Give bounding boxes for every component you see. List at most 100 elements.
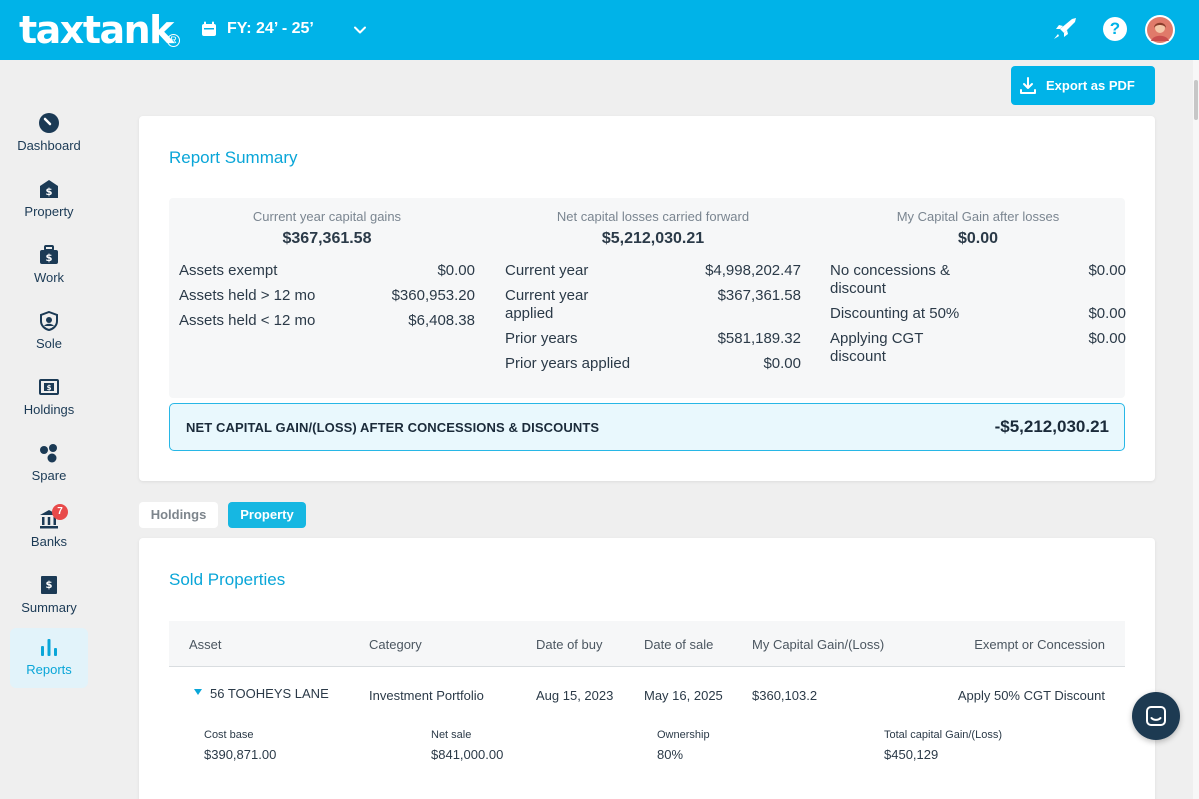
summary-column-net-losses: Net capital losses carried forward $5,21…: [505, 198, 801, 372]
export-label: Export as PDF: [1046, 78, 1135, 93]
fy-label: FY: 24’ - 25’: [227, 20, 314, 37]
row-value: $6,408.38: [408, 312, 475, 329]
sidebar-item-label: Work: [33, 270, 65, 285]
sold-properties-title: Sold Properties: [169, 570, 286, 589]
sidebar-item-label: Dashboard: [17, 138, 81, 153]
net-capital-gain-box: NET CAPITAL GAIN/(LOSS) AFTER CONCESSION…: [169, 403, 1125, 451]
summary-panel: Current year capital gains $367,361.58 A…: [169, 198, 1126, 398]
svg-text:$: $: [47, 384, 52, 392]
detail-value-ownership: 80%: [657, 747, 684, 762]
work-briefcase-icon: $: [40, 245, 58, 264]
row-label: Current year: [505, 262, 589, 279]
sidebar-item-label: Holdings: [23, 402, 75, 417]
row-value: $0.00: [763, 355, 801, 372]
registered-mark-icon: R: [167, 34, 180, 47]
scrollbar-thumb[interactable]: [1194, 80, 1198, 120]
chevron-down-icon[interactable]: [352, 22, 368, 38]
column-heading: Current year capital gains: [252, 209, 402, 224]
asset-category: Investment Portfolio: [369, 688, 484, 703]
summary-column-after-losses: My Capital Gain after losses $0.00 No co…: [830, 198, 1126, 365]
property-house-dollar-icon: $: [40, 180, 58, 198]
column-total: $367,361.58: [282, 230, 372, 247]
column-total: $5,212,030.21: [601, 230, 705, 247]
sidebar-item-property[interactable]: $ Property: [10, 170, 88, 230]
row-value: $0.00: [1088, 262, 1126, 279]
svg-text:$: $: [46, 580, 53, 591]
row-label: Assets exempt: [179, 262, 278, 279]
banks-notification-badge: 7: [52, 504, 68, 520]
row-label: Assets held < 12 mo: [179, 312, 316, 329]
sidebar-item-work[interactable]: $ Work: [10, 236, 88, 296]
page-scrollbar[interactable]: [1193, 60, 1199, 799]
calendar-icon: [202, 21, 216, 36]
reports-bar-chart-icon: [41, 639, 57, 656]
row-label: Current year applied: [505, 287, 589, 322]
holdings-cash-icon: $: [39, 379, 59, 395]
report-summary-title: Report Summary: [169, 148, 298, 167]
report-summary-card: Report Summary Current year capital gain…: [139, 116, 1155, 481]
download-icon: [1020, 76, 1036, 94]
column-header-exempt[interactable]: Exempt or Concession: [974, 637, 1105, 652]
tab-property[interactable]: Property: [228, 502, 306, 528]
detail-label-total-gain: Total capital Gain/(Loss): [884, 729, 1002, 741]
svg-text:$: $: [46, 187, 53, 198]
sidebar-item-summary[interactable]: $ Summary: [10, 566, 88, 626]
sidebar-item-label: Sole: [35, 336, 63, 351]
row-value: $360,953.20: [391, 287, 475, 304]
row-label: No concessions & discount: [830, 262, 951, 297]
chat-launcher-button[interactable]: [1132, 692, 1180, 740]
column-header-date-buy[interactable]: Date of buy: [536, 637, 603, 652]
user-avatar-icon: [1147, 17, 1173, 43]
taxtank-logo[interactable]: taxtank: [19, 8, 174, 52]
column-header-capital-gain[interactable]: My Capital Gain/(Loss): [752, 637, 885, 652]
sidebar: Dashboard $ Property $ Work Sole $ Holdi…: [0, 60, 98, 799]
sidebar-item-label: Property: [24, 204, 74, 219]
avatar[interactable]: [1145, 15, 1175, 45]
sidebar-item-spare[interactable]: Spare: [10, 434, 88, 494]
financial-year-selector[interactable]: FY: 24’ - 25’: [201, 20, 314, 38]
net-capital-gain-label: NET CAPITAL GAIN/(LOSS) AFTER CONCESSION…: [186, 420, 600, 435]
date-of-sale: May 16, 2025: [644, 688, 723, 703]
sidebar-item-holdings[interactable]: $ Holdings: [10, 368, 88, 428]
tab-holdings[interactable]: Holdings: [139, 502, 218, 528]
column-header-category[interactable]: Category: [369, 637, 422, 652]
date-of-buy: Aug 15, 2023: [536, 688, 614, 703]
detail-value-cost-base: $390,871.00: [204, 747, 277, 762]
expand-caret-down-icon[interactable]: [194, 689, 202, 695]
sidebar-item-label: Spare: [31, 468, 67, 483]
row-label: Discounting at 50%: [830, 305, 960, 322]
asset-name: 56 TOOHEYS LANE: [210, 686, 329, 701]
row-value: $0.00: [1088, 305, 1126, 322]
sidebar-item-reports[interactable]: Reports: [10, 628, 88, 688]
sidebar-item-label: Banks: [30, 534, 68, 549]
chat-icon: [1146, 706, 1166, 726]
top-header: taxtank R FY: 24’ - 25’ ?: [0, 0, 1199, 60]
detail-label-ownership: Ownership: [657, 729, 710, 741]
sidebar-item-sole[interactable]: Sole: [10, 302, 88, 362]
detail-label-cost-base: Cost base: [204, 729, 254, 741]
net-capital-gain-value: -$5,212,030.21: [994, 417, 1109, 436]
row-value: $367,361.58: [717, 287, 801, 304]
export-pdf-button[interactable]: Export as PDF: [1011, 66, 1155, 105]
column-header-date-sale[interactable]: Date of sale: [644, 637, 714, 652]
sidebar-item-label: Summary: [21, 600, 77, 615]
summary-document-icon: $: [41, 576, 57, 594]
row-value: $581,189.32: [717, 330, 801, 347]
column-header-asset[interactable]: Asset: [189, 637, 222, 652]
row-value: $0.00: [1088, 330, 1126, 347]
row-value: $0.00: [437, 262, 475, 279]
row-label: Prior years applied: [505, 355, 631, 372]
sidebar-item-banks[interactable]: 7 Banks: [10, 500, 88, 560]
sole-shield-icon: [40, 311, 58, 331]
detail-value-net-sale: $841,000.00: [431, 747, 504, 762]
detail-value-total-gain: $450,129: [884, 747, 939, 762]
svg-text:$: $: [46, 253, 53, 264]
rocket-notifications-icon[interactable]: [1050, 14, 1080, 44]
detail-label-net-sale: Net sale: [431, 729, 472, 741]
row-value: $4,998,202.47: [705, 262, 801, 279]
column-total: $0.00: [957, 230, 999, 247]
row-label: Assets held > 12 mo: [179, 287, 316, 304]
help-icon[interactable]: ?: [1103, 17, 1127, 41]
sidebar-item-label: Reports: [26, 662, 72, 677]
sidebar-item-dashboard[interactable]: Dashboard: [10, 104, 88, 164]
